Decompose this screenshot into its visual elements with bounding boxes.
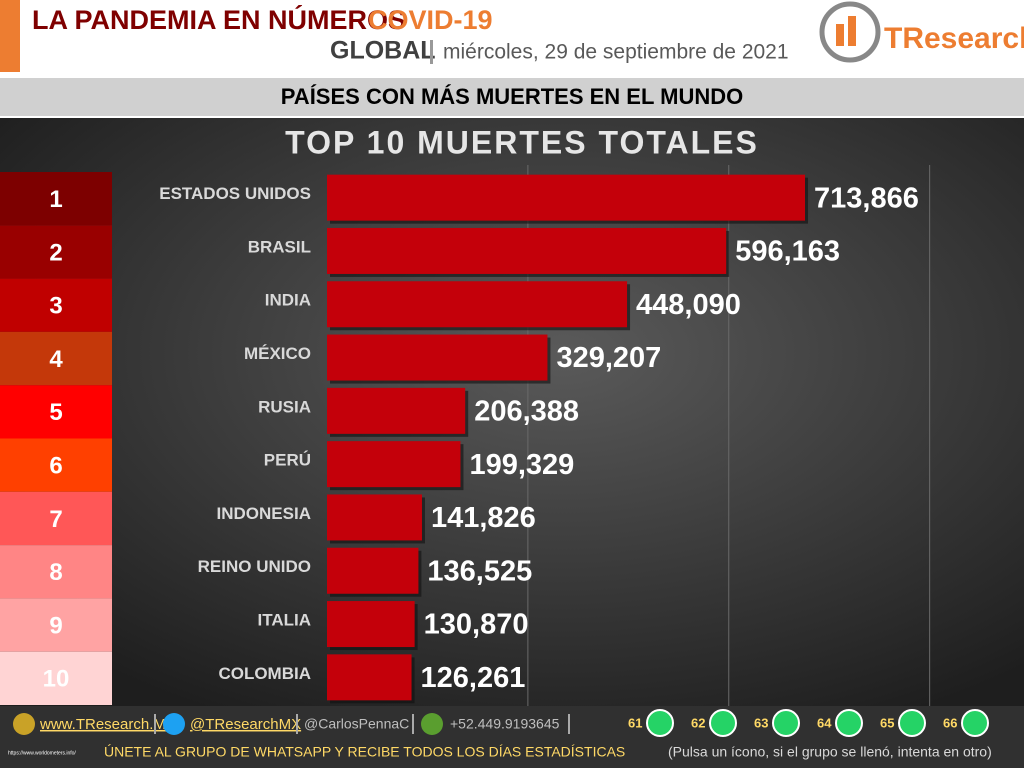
rank-cell <box>0 278 112 332</box>
twitter[interactable]: @TResearchMX <box>190 716 301 733</box>
value-label: 126,261 <box>421 662 526 694</box>
bar <box>327 281 628 328</box>
rank-label: 5 <box>49 399 62 426</box>
category-label: RUSIA <box>258 397 311 416</box>
separator <box>412 714 414 734</box>
whatsapp-icon[interactable] <box>772 709 800 737</box>
value-label: 329,207 <box>556 342 661 374</box>
bar <box>327 174 806 221</box>
whatsapp-icon[interactable] <box>709 709 737 737</box>
category-label: COLOMBIA <box>218 664 311 683</box>
separator <box>296 714 298 734</box>
category-label: ITALIA <box>257 611 311 630</box>
separator <box>154 714 156 734</box>
group-number: 63 <box>754 715 768 730</box>
logo-ring <box>819 1 881 63</box>
value-label: 130,870 <box>424 609 529 641</box>
section-title: PAÍSES CON MÁS MUERTES EN EL MUNDO <box>281 84 743 109</box>
value-label: 596,163 <box>735 236 840 268</box>
category-label: INDONESIA <box>217 504 311 523</box>
rank-label: 9 <box>49 612 62 639</box>
rank-label: 6 <box>49 452 62 479</box>
value-label: 713,866 <box>814 182 919 214</box>
category-label: INDIA <box>265 291 311 310</box>
twitter-icon <box>163 713 185 735</box>
bar <box>327 654 412 701</box>
rank-cell <box>0 172 112 226</box>
rank-cell <box>0 491 112 546</box>
bar <box>327 227 727 274</box>
header-title: LA PANDEMIA EN NÚMEROS <box>32 4 406 35</box>
whatsapp-icon[interactable] <box>835 709 863 737</box>
value-label: 206,388 <box>474 396 579 428</box>
bar <box>327 441 461 488</box>
rank-cell <box>0 438 112 492</box>
category-label: BRASIL <box>248 237 311 256</box>
rank-cell <box>0 385 112 439</box>
bar <box>327 601 415 648</box>
category-label: PERÚ <box>264 451 311 470</box>
source: https://www.worldometers.info/ <box>8 750 76 756</box>
phone-icon <box>421 713 443 735</box>
group-number: 62 <box>691 715 705 730</box>
section-bar <box>0 78 1024 116</box>
category-label: REINO UNIDO <box>198 557 311 576</box>
rank-cell <box>0 598 112 652</box>
rank-label: 1 <box>49 186 62 213</box>
cta: ÚNETE AL GRUPO DE WHATSAPP Y RECIBE TODO… <box>104 744 625 760</box>
rank-cell <box>0 225 112 279</box>
twitter2[interactable]: @CarlosPennaC <box>304 716 409 732</box>
group-number: 65 <box>880 715 894 730</box>
group-number: 64 <box>817 715 832 730</box>
logo-bar <box>836 24 844 46</box>
group-number: 66 <box>943 715 957 730</box>
separator <box>430 40 433 64</box>
rank-label: 3 <box>49 293 62 320</box>
bar <box>327 494 422 541</box>
bar <box>327 547 419 594</box>
logo-bar <box>848 16 856 46</box>
rank-cell <box>0 331 112 386</box>
phone: +52.449.9193645 <box>450 716 560 732</box>
rank-label: 10 <box>43 666 70 693</box>
header-date: miércoles, 29 de septiembre de 2021 <box>443 41 789 64</box>
header-accent <box>0 0 20 72</box>
header-scope: GLOBAL <box>330 37 436 65</box>
value-label: 448,090 <box>636 289 741 321</box>
plot: 1 2 3 4 5 6 7 8 9 10 ESTADOS UNIDOS 713,866 BRASIL 59… <box>0 165 931 706</box>
rank-label: 2 <box>49 239 62 266</box>
website[interactable]: www.TResearch.Mx <box>39 716 174 733</box>
bar <box>327 334 548 381</box>
whatsapp-groups: 61 62 63 64 65 66 <box>628 709 989 737</box>
rank-cell <box>0 651 112 705</box>
group-number: 61 <box>628 715 642 730</box>
separator <box>568 714 570 734</box>
rank-label: 8 <box>49 559 62 586</box>
rank-cell <box>0 545 112 599</box>
cta-note: (Pulsa un ícono, si el grupo se llenó, i… <box>668 744 992 760</box>
header-topic: COVID-19 <box>368 5 493 35</box>
whatsapp-icon[interactable] <box>961 709 989 737</box>
brand: TResearch <box>884 22 1024 55</box>
web-icon <box>13 713 35 735</box>
category-label: ESTADOS UNIDOS <box>159 184 311 203</box>
value-label: 136,525 <box>427 555 532 587</box>
value-label: 141,826 <box>431 502 536 534</box>
category-label: MÉXICO <box>244 344 311 363</box>
rank-label: 7 <box>49 506 62 533</box>
chart-title: TOP 10 MUERTES TOTALES <box>285 124 759 160</box>
rank-label: 4 <box>49 346 63 373</box>
value-label: 199,329 <box>469 449 574 481</box>
whatsapp-icon[interactable] <box>898 709 926 737</box>
bar <box>327 387 466 434</box>
whatsapp-icon[interactable] <box>646 709 674 737</box>
